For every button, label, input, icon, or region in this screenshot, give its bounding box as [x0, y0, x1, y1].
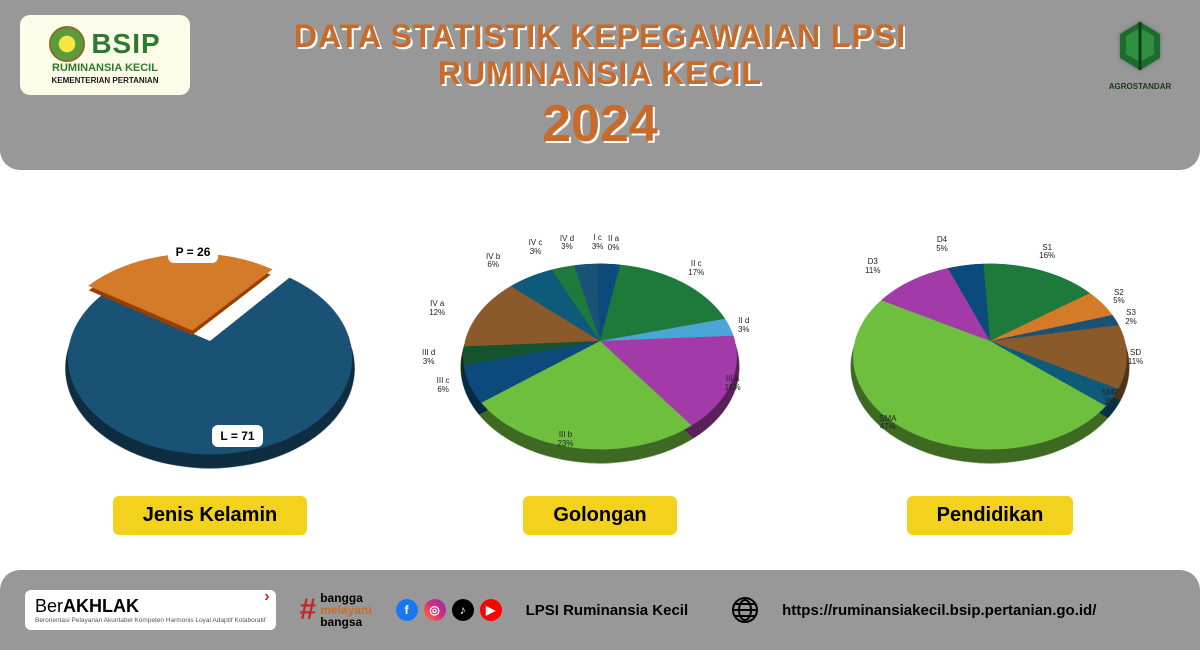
slice-label: SD 11% — [1128, 349, 1143, 367]
logo-agrostandar: AGROSTANDAR — [1105, 20, 1175, 100]
title-year: 2024 — [294, 94, 906, 154]
slice-label: SMA 47% — [879, 415, 896, 433]
title-block: DATA STATISTIK KEPEGAWAIAN LPSI RUMINANS… — [294, 18, 906, 154]
berakhlak-sub: Berorientasi Pelayanan Akuntabel Kompete… — [35, 617, 266, 624]
chart-col-jenis-kelamin: L = 71 P = 26 Jenis Kelamin — [25, 196, 395, 535]
chart-col-pendidikan: SMA 47% D3 11% D4 5% S1 16% S2 5%S3 2% SD 11%… — [805, 196, 1175, 535]
footer-bar: › BerAKHLAK Berorientasi Pelayanan Akunt… — [0, 570, 1200, 650]
agrostandar-label: AGROSTANDAR — [1109, 82, 1172, 91]
slice-label: SMP 3% — [1102, 389, 1119, 407]
bangga-l3: bangsa — [320, 616, 371, 628]
pie-jenis-kelamin: L = 71 P = 26 — [25, 196, 395, 486]
slice-label: III b 23% — [557, 431, 573, 449]
slice-label: III c 6% — [437, 377, 450, 395]
slice-label: IV b 6% — [486, 253, 500, 271]
slice-label: IV c 3% — [529, 239, 543, 257]
hash-icon: # — [300, 593, 317, 627]
bsip-brand-text: BSIP — [91, 28, 160, 60]
slice-label: III a 15% — [725, 375, 741, 393]
slice-label: IV a 12% — [429, 300, 445, 318]
pie-pendidikan: SMA 47% D3 11% D4 5% S1 16% S2 5%S3 2% SD 11%… — [805, 196, 1175, 486]
berakhlak-pre: Ber — [35, 596, 63, 616]
bsip-subline-1: RUMINANSIA KECIL — [52, 62, 158, 74]
instagram-icon: ◎ — [424, 599, 446, 621]
slice-label: II a 0% — [608, 235, 620, 253]
chart-label-golongan: Golongan — [523, 496, 676, 535]
tiktok-icon: ♪ — [452, 599, 474, 621]
bsip-emblem-icon — [49, 26, 85, 62]
berakhlak-main: BerAKHLAK — [35, 596, 266, 617]
slice-label: D4 5% — [936, 236, 948, 254]
slice-label: S2 5% — [1113, 289, 1125, 307]
chart-label-jenis-kelamin: Jenis Kelamin — [113, 496, 308, 535]
slice-label: D3 11% — [865, 258, 880, 276]
berakhlak-badge: › BerAKHLAK Berorientasi Pelayanan Akunt… — [25, 590, 276, 630]
slice-label: I c 3% — [592, 234, 604, 252]
logo-bsip: BSIP RUMINANSIA KECIL KEMENTERIAN PERTAN… — [20, 15, 190, 95]
slice-label: III d 3% — [422, 349, 435, 367]
slice-label: P = 26 — [168, 241, 219, 263]
bsip-subline-2: KEMENTERIAN PERTANIAN — [52, 76, 159, 85]
social-handle-text: LPSI Ruminansia Kecil — [526, 602, 689, 619]
pie-golongan: II a 0% II c 17% II d 3% III a 15% III b 23%… — [415, 196, 785, 486]
bangga-badge: # bangga melayani bangsa — [300, 592, 372, 628]
footer-url: https://ruminansiakecil.bsip.pertanian.g… — [782, 602, 1096, 619]
berakhlak-bold: AKHLAK — [63, 596, 139, 616]
slice-label: II d 3% — [738, 317, 750, 335]
berakhlak-arrow-icon: › — [264, 588, 269, 606]
slice-label: II c 17% — [688, 260, 704, 278]
slice-label: IV d 3% — [560, 235, 574, 253]
facebook-icon: f — [396, 599, 418, 621]
header-banner: BSIP RUMINANSIA KECIL KEMENTERIAN PERTAN… — [0, 0, 1200, 170]
youtube-icon: ▶ — [480, 599, 502, 621]
slice-label: L = 71 — [212, 425, 262, 447]
social-icons: f ◎ ♪ ▶ — [396, 599, 502, 621]
slice-label: S3 2% — [1125, 309, 1137, 327]
globe-icon — [732, 597, 758, 623]
bangga-text: bangga melayani bangsa — [320, 592, 371, 628]
charts-row: L = 71 P = 26 Jenis Kelamin II a 0% II c 1… — [0, 175, 1200, 535]
title-line-2: RUMINANSIA KECIL — [294, 55, 906, 92]
slice-label: S1 16% — [1039, 244, 1055, 262]
title-line-1: DATA STATISTIK KEPEGAWAIAN LPSI — [294, 18, 906, 55]
chart-label-pendidikan: Pendidikan — [907, 496, 1074, 535]
agrostandar-icon — [1112, 20, 1168, 80]
chart-col-golongan: II a 0% II c 17% II d 3% III a 15% III b 23%… — [415, 196, 785, 535]
